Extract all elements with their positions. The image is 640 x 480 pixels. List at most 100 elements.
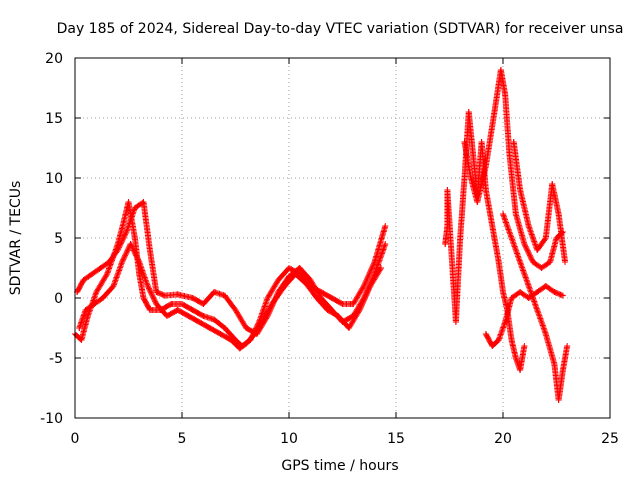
data-point xyxy=(232,307,239,313)
data-point xyxy=(251,331,258,337)
data-point xyxy=(547,259,554,265)
data-point xyxy=(123,229,130,235)
data-point xyxy=(174,307,181,313)
data-point xyxy=(482,187,489,193)
data-point xyxy=(335,313,342,319)
data-point xyxy=(146,247,153,253)
data-point xyxy=(444,223,451,229)
data-point xyxy=(521,241,528,247)
data-point xyxy=(457,235,464,241)
data-point xyxy=(189,307,196,313)
data-point xyxy=(140,199,147,205)
x-tick-label: 10 xyxy=(280,431,298,447)
data-point xyxy=(382,241,389,247)
data-point xyxy=(555,211,562,217)
data-point xyxy=(367,283,374,289)
data-point xyxy=(559,367,566,373)
data-point xyxy=(106,259,113,265)
x-axis-label: GPS time / hours xyxy=(281,458,398,474)
y-tick-label: 0 xyxy=(54,291,63,307)
y-tick-label: 20 xyxy=(45,51,63,67)
data-point xyxy=(243,340,250,347)
data-point xyxy=(382,223,389,229)
data-point xyxy=(500,289,506,295)
data-point xyxy=(508,337,515,343)
data-point xyxy=(495,337,502,343)
data-point xyxy=(500,211,506,217)
data-point xyxy=(553,235,560,241)
data-point xyxy=(444,187,451,193)
data-point xyxy=(296,265,303,271)
series-sat-a xyxy=(72,199,389,349)
data-point xyxy=(243,325,250,331)
data-point xyxy=(517,289,524,295)
data-point xyxy=(136,271,143,277)
data-point xyxy=(534,289,541,295)
data-point xyxy=(119,259,126,265)
data-point xyxy=(164,313,171,319)
data-point xyxy=(144,283,151,289)
data-point xyxy=(121,217,128,223)
data-point xyxy=(512,211,519,217)
grid xyxy=(75,58,610,418)
data-point xyxy=(534,247,541,253)
data-point xyxy=(508,235,515,241)
data-point xyxy=(461,139,468,145)
y-tick-label: 15 xyxy=(45,111,63,127)
data-point xyxy=(196,319,203,325)
data-point xyxy=(131,235,138,241)
data-point xyxy=(491,235,498,241)
data-point xyxy=(146,307,153,313)
data-point xyxy=(236,345,243,352)
data-point xyxy=(345,325,352,331)
y-tick-label: 10 xyxy=(45,171,63,187)
data-point xyxy=(185,313,192,319)
data-point xyxy=(502,319,509,325)
data-point xyxy=(292,271,299,277)
data-point xyxy=(534,307,541,313)
series-sat-c xyxy=(76,241,385,352)
data-point xyxy=(313,295,320,301)
data-point xyxy=(200,313,207,319)
data-point xyxy=(200,301,207,307)
data-point xyxy=(189,295,196,301)
data-point xyxy=(339,301,346,307)
x-tick-label: 25 xyxy=(601,431,619,447)
data-point xyxy=(564,343,571,349)
data-point xyxy=(91,301,98,307)
data-point xyxy=(127,241,134,247)
data-point xyxy=(350,301,357,307)
data-point xyxy=(114,247,121,253)
chart-title: Day 185 of 2024, Sidereal Day-to-day VTE… xyxy=(57,21,624,37)
series-sat-h xyxy=(510,139,569,265)
data-point xyxy=(529,259,536,265)
data-point xyxy=(221,292,228,299)
data-point xyxy=(452,319,459,325)
series-trace xyxy=(72,199,388,349)
data-point xyxy=(378,265,385,271)
data-point xyxy=(542,283,549,289)
data-point xyxy=(110,283,117,289)
data-point xyxy=(517,187,524,193)
data-point xyxy=(80,277,87,283)
plot-points xyxy=(72,67,571,403)
data-point xyxy=(99,295,106,301)
data-point xyxy=(125,199,132,205)
data-point xyxy=(153,289,160,295)
x-tick-label: 0 xyxy=(71,431,80,447)
data-point xyxy=(97,265,104,271)
y-axis-label: SDTVAR / TECUs xyxy=(8,181,24,296)
data-point xyxy=(510,139,517,145)
data-point xyxy=(76,325,83,331)
data-point xyxy=(517,259,524,265)
series-sat-f xyxy=(482,283,566,349)
y-tick-label: -5 xyxy=(49,351,63,367)
axis-ticks xyxy=(74,57,611,419)
data-point xyxy=(461,175,468,181)
x-tick-labels: 0 5 10 15 20 25 xyxy=(71,431,619,447)
data-point xyxy=(206,325,213,331)
data-point xyxy=(211,316,218,323)
x-tick-label: 15 xyxy=(387,431,405,447)
data-point xyxy=(551,361,558,367)
data-point xyxy=(360,283,367,289)
